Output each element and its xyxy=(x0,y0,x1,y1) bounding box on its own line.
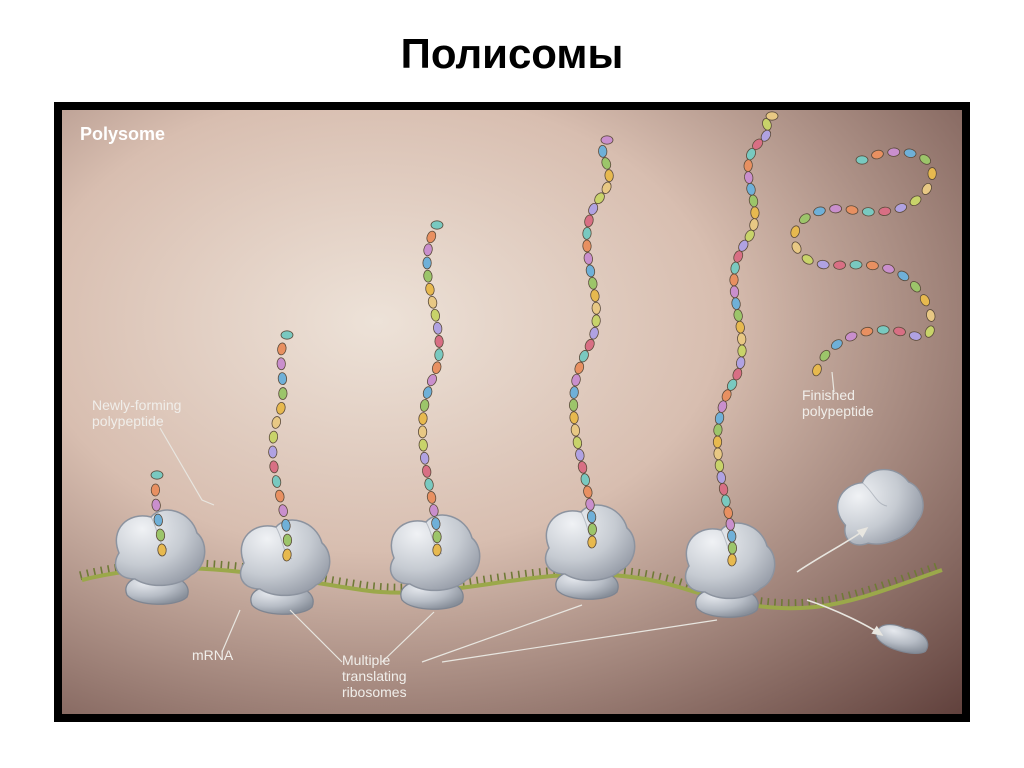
svg-text:mRNA: mRNA xyxy=(192,647,234,663)
polysome-diagram: Polysome Newly-formingpolypeptidemRNAMul… xyxy=(62,110,962,714)
figure-label: Polysome xyxy=(80,124,165,144)
diagram-canvas: Polysome Newly-formingpolypeptidemRNAMul… xyxy=(62,110,962,714)
diagram-frame: Polysome Newly-formingpolypeptidemRNAMul… xyxy=(54,102,970,722)
page-title: Полисомы xyxy=(0,30,1024,78)
